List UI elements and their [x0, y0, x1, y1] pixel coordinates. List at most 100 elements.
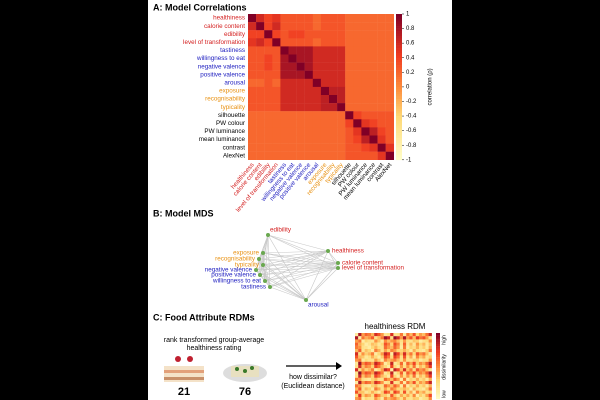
- rdm-colorbar-segment: [436, 339, 440, 342]
- heatmap-cell: [361, 119, 370, 128]
- rdm-cell: [399, 368, 404, 372]
- rdm-cell: [422, 397, 426, 400]
- rdm-cell: [358, 345, 362, 350]
- heatmap-cell: [337, 135, 346, 144]
- mds-label: tastiness: [241, 284, 266, 291]
- rdm-colorbar-segment: [436, 361, 440, 364]
- heatmap-cell: [280, 151, 289, 160]
- rdm-cell: [425, 358, 429, 362]
- rdm-cell: [383, 358, 388, 362]
- arrow-head: [336, 362, 342, 370]
- heatmap-cell: [264, 22, 273, 31]
- heatmap-cell: [353, 22, 362, 31]
- rdm-cell: [358, 377, 362, 382]
- rdm-cell: [371, 336, 375, 340]
- rating: 76: [239, 386, 251, 398]
- rdm-cell: [393, 355, 397, 359]
- rdm-cell: [412, 381, 416, 385]
- heatmap-cell: [312, 111, 322, 120]
- heatmap-cell: [385, 127, 394, 136]
- heatmap-cell: [353, 127, 362, 136]
- rdm-cell: [403, 377, 407, 382]
- heatmap-cell: [264, 78, 273, 88]
- rdm-cell: [383, 384, 388, 388]
- rdm-cell: [403, 355, 407, 359]
- mds-edge: [258, 250, 329, 260]
- heatmap-cell: [296, 22, 305, 31]
- rdm-cell: [355, 333, 359, 337]
- rdm-cell: [358, 358, 362, 362]
- rdm-cell: [390, 368, 394, 372]
- rdm-cell: [396, 387, 400, 391]
- heatmap-cell: [361, 14, 370, 23]
- heatmap-cell: [288, 14, 297, 23]
- heatmap-cell: [280, 54, 289, 63]
- rdm-cell: [367, 368, 372, 372]
- heatmap-cell: [329, 62, 338, 71]
- row-label: calorie content: [204, 23, 245, 30]
- rdm-cell: [412, 342, 416, 346]
- rdm-cell: [403, 374, 407, 378]
- rdm-cell: [422, 358, 426, 362]
- rdm-cell: [412, 397, 416, 400]
- rdm-cell: [383, 349, 388, 353]
- rdm-cell: [377, 371, 381, 375]
- rdm-cell: [387, 381, 391, 385]
- colorbar-segment: [396, 65, 402, 68]
- heatmap-cell: [288, 135, 297, 144]
- rdm-cell: [409, 393, 413, 398]
- rdm-cell: [406, 384, 410, 388]
- heatmap-cell: [256, 62, 265, 71]
- rdm-cell: [361, 381, 365, 385]
- rdm-cell: [399, 365, 404, 369]
- rdm-cell: [412, 368, 416, 372]
- rdm-cell: [380, 365, 384, 369]
- heatmap-cell: [320, 30, 330, 39]
- rdm-colorbar-segment: [436, 396, 440, 400]
- rdm-cell: [403, 349, 407, 353]
- rdm-cell: [390, 339, 394, 343]
- colorbar-segment: [396, 89, 402, 93]
- heatmap-cell: [345, 86, 354, 96]
- rdm-cell: [383, 371, 388, 375]
- heatmap-cell: [256, 127, 265, 136]
- rdm-cell: [399, 339, 404, 343]
- rdm-cell: [380, 352, 384, 356]
- heatmap-cell: [320, 22, 330, 31]
- rdm-cell: [412, 345, 416, 350]
- rdm-cell: [371, 333, 375, 337]
- heatmap-cell: [288, 46, 297, 55]
- colorbar-segment: [396, 77, 402, 80]
- rdm-cell: [409, 339, 413, 343]
- colorbar-segment: [396, 18, 402, 22]
- rdm-cell: [390, 365, 394, 369]
- rdm-cell: [399, 377, 404, 382]
- rdm-cell: [409, 349, 413, 353]
- rdm-cell: [409, 374, 413, 378]
- rdm-cell: [412, 352, 416, 356]
- rdm-cell: [383, 387, 388, 391]
- heatmap-cell: [312, 62, 322, 71]
- rdm-cell: [380, 377, 384, 382]
- heatmap-cell: [345, 54, 354, 63]
- heatmap-cell: [385, 70, 394, 79]
- heatmap-cell: [385, 135, 394, 144]
- rdm-cell: [371, 374, 375, 378]
- heatmap-cell: [280, 135, 289, 144]
- rdm-cell: [364, 361, 368, 366]
- rdm-cell: [419, 358, 423, 362]
- heatmap-cell: [256, 143, 265, 152]
- rdm-cell: [371, 393, 375, 398]
- heatmap-cell: [248, 22, 257, 31]
- heatmap-cell: [256, 78, 265, 88]
- rdm-cell: [399, 381, 404, 385]
- heatmap-cell: [345, 22, 354, 31]
- rdm-cell: [364, 397, 368, 400]
- rdm-cell: [371, 355, 375, 359]
- colorbar-tick-label: 1: [406, 12, 410, 18]
- rdm-cell: [428, 358, 432, 362]
- heatmap-cell: [288, 119, 297, 128]
- mds-edge: [262, 264, 266, 282]
- colorbar-segment: [396, 96, 402, 100]
- rdm-cell: [390, 349, 394, 353]
